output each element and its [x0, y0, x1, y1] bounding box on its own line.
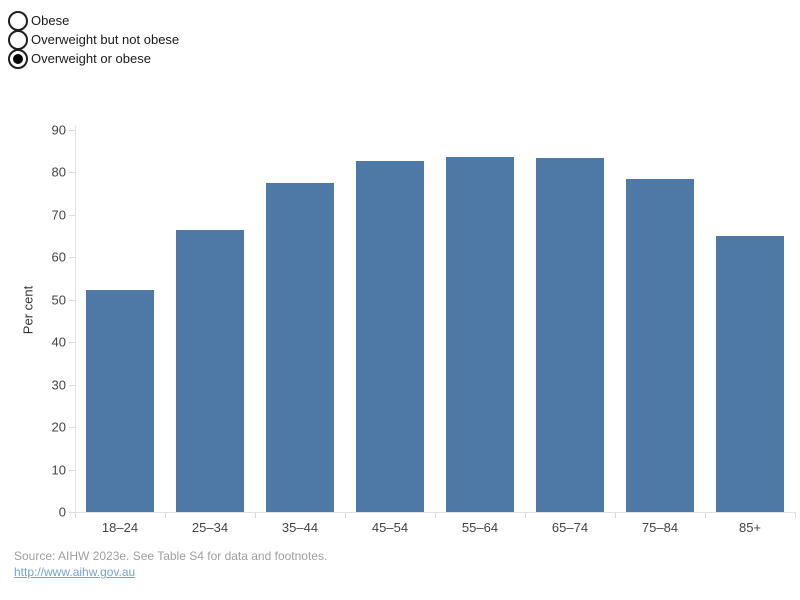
x-tick-mark: [435, 513, 436, 518]
x-tick-mark: [615, 513, 616, 518]
x-tick-label: 65–74: [551, 520, 589, 535]
bar-85+[interactable]: [716, 235, 784, 512]
y-tick-mark: [69, 427, 75, 429]
bar-55-64[interactable]: [446, 157, 514, 512]
x-tick-label: 45–54: [371, 520, 409, 535]
radio-unselected-icon[interactable]: [8, 29, 28, 50]
radio-option-overweight-or-obese[interactable]: Overweight or obese: [8, 48, 179, 69]
bar-45-54[interactable]: [356, 160, 424, 512]
x-tick-label: 75–84: [641, 520, 679, 535]
y-tick-mark: [69, 384, 75, 386]
x-tick-label: 55–64: [461, 520, 499, 535]
y-tick-mark: [69, 257, 75, 259]
radio-option-label: Overweight or obese: [31, 51, 151, 66]
y-tick-mark: [69, 342, 75, 344]
bar-35-44[interactable]: [266, 183, 334, 512]
x-tick-label: 25–34: [191, 520, 229, 535]
y-tick-mark: [69, 214, 75, 216]
y-tick-label: 40: [51, 334, 66, 350]
radio-option-label: Obese: [31, 13, 70, 28]
bar-18-24[interactable]: [86, 289, 154, 512]
x-tick-mark: [255, 513, 256, 518]
footer: Source: AIHW 2023e. See Table S4 for dat…: [14, 548, 327, 580]
y-tick-mark: [69, 512, 75, 513]
x-tick-mark: [165, 513, 166, 518]
radio-option-obese[interactable]: Obese: [8, 10, 179, 31]
y-tick-label: 0: [58, 504, 66, 520]
y-tick-mark: [69, 130, 75, 131]
x-tick-mark: [705, 513, 706, 518]
y-tick-label: 20: [51, 419, 66, 435]
radio-option-overweight-but-not-obese[interactable]: Overweight but not obese: [8, 29, 180, 50]
radio-option-label: Overweight but not obese: [31, 32, 180, 47]
x-tick-label: 35–44: [281, 520, 319, 535]
x-axis-line: [75, 512, 796, 513]
y-axis-line: [75, 126, 76, 513]
bar-25-34[interactable]: [176, 229, 244, 512]
y-tick-label: 60: [51, 249, 66, 265]
y-tick-label: 10: [51, 462, 66, 478]
y-axis-title: Per cent: [20, 285, 36, 335]
radio-unselected-icon[interactable]: [8, 10, 28, 31]
y-tick-label: 70: [51, 207, 66, 223]
y-tick-label: 80: [51, 164, 66, 180]
bar-65-74[interactable]: [536, 158, 604, 512]
y-tick-mark: [69, 172, 75, 174]
y-tick-label: 90: [51, 122, 66, 138]
x-tick-mark: [75, 513, 76, 518]
x-tick-mark: [795, 513, 796, 518]
measure-radio-group: Obese Overweight but not obese Overweight …: [8, 10, 180, 69]
radio-dot: [13, 53, 23, 64]
y-tick-mark: [69, 469, 75, 471]
source-note: Source: AIHW 2023e. See Table S4 for dat…: [14, 549, 328, 563]
aihw-link[interactable]: http://www.aihw.gov.au: [14, 565, 136, 579]
y-tick-mark: [69, 299, 75, 301]
x-tick-mark: [525, 513, 526, 518]
radio-selected-icon[interactable]: [8, 48, 28, 69]
y-tick-label: 30: [51, 377, 66, 393]
x-tick-label: 18–24: [101, 520, 139, 535]
x-tick-label: 85+: [738, 520, 762, 535]
bar-75-84[interactable]: [626, 178, 694, 512]
y-tick-label: 50: [51, 292, 66, 308]
x-tick-mark: [345, 513, 346, 518]
